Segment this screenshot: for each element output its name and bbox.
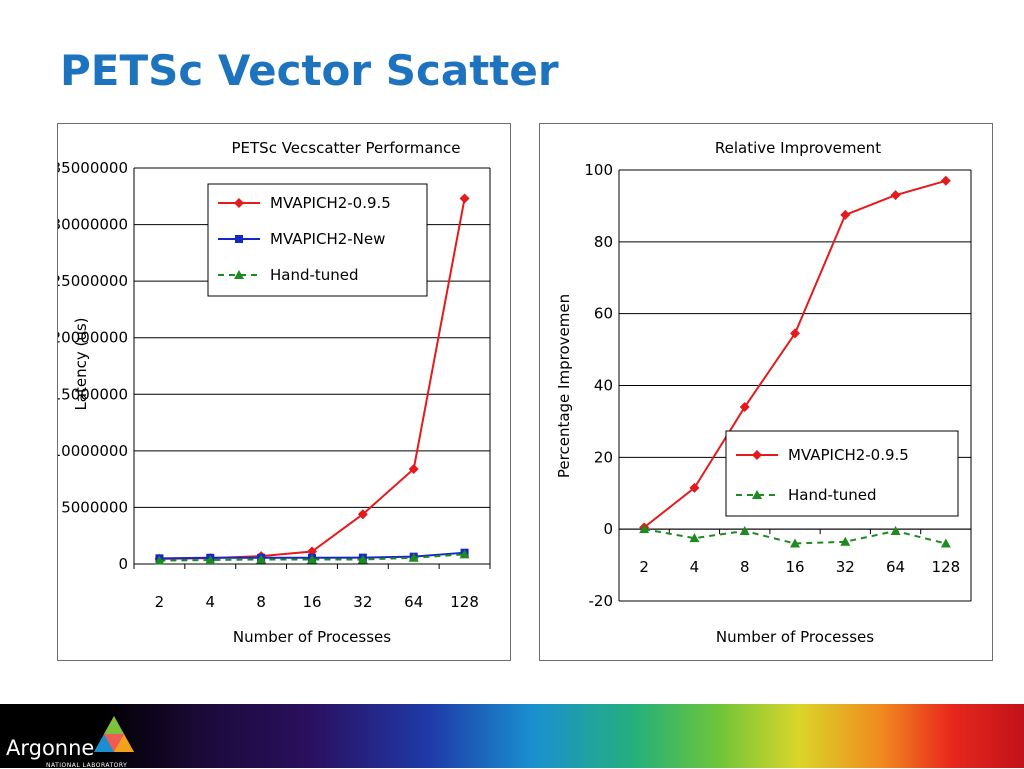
y-tick-label: 20000000	[58, 329, 128, 347]
legend-label: MVAPICH2-0.9.5	[270, 194, 391, 212]
data-point-hand-tuned	[790, 538, 800, 548]
data-point-mvapich2-0-9-5	[459, 193, 470, 204]
chart-title: PETSc Vecscatter Performance	[231, 139, 460, 157]
x-tick-label: 64	[404, 593, 423, 611]
x-tick-label: 8	[256, 593, 266, 611]
data-point-hand-tuned	[890, 525, 901, 535]
x-tick-label: 64	[886, 558, 905, 576]
logo-subtitle: NATIONAL LABORATORY	[46, 762, 128, 769]
slide-title: PETSc Vector Scatter	[60, 46, 559, 95]
data-point-hand-tuned	[154, 555, 165, 565]
data-point-mvapich2-0-9-5	[357, 509, 368, 520]
legend-marker-mvapich2-0-9-5	[234, 198, 244, 208]
data-point-mvapich2-0-9-5	[840, 209, 851, 220]
y-tick-label: 40	[594, 377, 613, 395]
x-tick-label: 128	[932, 558, 961, 576]
y-tick-label: 5000000	[61, 498, 128, 516]
y-tick-label: 100	[584, 161, 613, 179]
y-axis-label: Latency (us)	[72, 317, 90, 410]
argonne-triangle-icon	[94, 716, 134, 752]
data-point-hand-tuned	[459, 549, 470, 559]
x-tick-label: 32	[353, 593, 372, 611]
x-axis-label: Number of Processes	[233, 628, 391, 646]
x-tick-label: 8	[740, 558, 750, 576]
y-tick-label: 0	[603, 520, 613, 538]
legend-marker-mvapich2-new	[235, 235, 243, 243]
legend-label: MVAPICH2-New	[270, 230, 385, 248]
data-point-mvapich2-0-9-5	[790, 328, 800, 339]
data-point-mvapich2-0-9-5	[408, 463, 419, 474]
x-tick-label: 2	[639, 558, 649, 576]
y-tick-label: 15000000	[58, 385, 128, 403]
logo-name: Argonne	[6, 736, 95, 760]
legend-box	[725, 430, 959, 517]
legend-marker-hand-tuned	[752, 490, 762, 499]
data-point-hand-tuned	[739, 525, 750, 535]
x-axis-label: Number of Processes	[716, 628, 874, 646]
data-point-mvapich2-0-9-5	[307, 546, 317, 557]
y-tick-label: 60	[594, 305, 613, 323]
x-tick-label: 128	[450, 593, 479, 611]
data-point-hand-tuned	[940, 538, 951, 548]
y-tick-label: 80	[594, 233, 613, 251]
legend-label: Hand-tuned	[270, 266, 359, 284]
x-tick-label: 16	[302, 593, 321, 611]
y-axis-label: Percentage Improvemen	[555, 294, 573, 478]
y-tick-label: 35000000	[58, 159, 128, 177]
legend-marker-mvapich2-0-9-5	[752, 450, 762, 460]
data-point-hand-tuned	[205, 555, 216, 565]
data-point-mvapich2-0-9-5	[689, 482, 700, 493]
legend-marker-hand-tuned	[234, 270, 244, 279]
improvement-chart: Relative Improvement -20 0 20 40 60 80 100 2 4 8 16…	[555, 139, 972, 646]
latency-chart: PETSc Vecscatter Performance 0 5000000 1000…	[58, 139, 491, 646]
legend-label: MVAPICH2-0.9.5	[788, 446, 909, 464]
data-point-mvapich2-0-9-5	[890, 190, 901, 201]
y-tick-label: 25000000	[58, 272, 128, 290]
x-tick-label: 2	[155, 593, 165, 611]
improvement-chart-panel: Relative Improvement -20 0 20 40 60 80 100 2 4 8 16…	[539, 123, 993, 661]
data-point-mvapich2-0-9-5	[739, 402, 750, 413]
data-point-hand-tuned	[840, 536, 851, 546]
data-point-hand-tuned	[357, 554, 368, 564]
x-tick-label: 16	[785, 558, 804, 576]
data-point-hand-tuned	[689, 533, 700, 543]
y-tick-label: 10000000	[58, 442, 128, 460]
y-tick-label: -20	[589, 592, 614, 610]
y-tick-label: 0	[118, 555, 128, 573]
x-tick-label: 32	[836, 558, 855, 576]
footer-bar: Argonne NATIONAL LABORATORY	[0, 704, 1024, 769]
data-point-hand-tuned	[639, 524, 650, 534]
x-tick-label: 4	[690, 558, 700, 576]
data-point-hand-tuned	[408, 552, 419, 562]
legend-label: Hand-tuned	[788, 486, 877, 504]
x-tick-label: 4	[206, 593, 216, 611]
data-point-hand-tuned	[256, 554, 267, 564]
data-point-hand-tuned	[307, 554, 317, 564]
data-point-mvapich2-0-9-5	[940, 175, 951, 186]
chart-title: Relative Improvement	[715, 139, 881, 157]
y-tick-label: 20	[594, 448, 613, 466]
y-tick-label: 30000000	[58, 216, 128, 234]
argonne-logo: Argonne NATIONAL LABORATORY	[6, 714, 136, 769]
latency-chart-panel: PETSc Vecscatter Performance 0 5000000 1000…	[57, 123, 511, 661]
